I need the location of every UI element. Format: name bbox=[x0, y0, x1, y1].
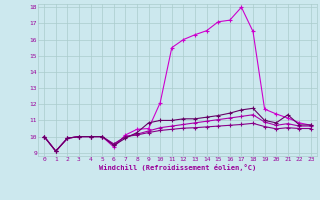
X-axis label: Windchill (Refroidissement éolien,°C): Windchill (Refroidissement éolien,°C) bbox=[99, 164, 256, 171]
